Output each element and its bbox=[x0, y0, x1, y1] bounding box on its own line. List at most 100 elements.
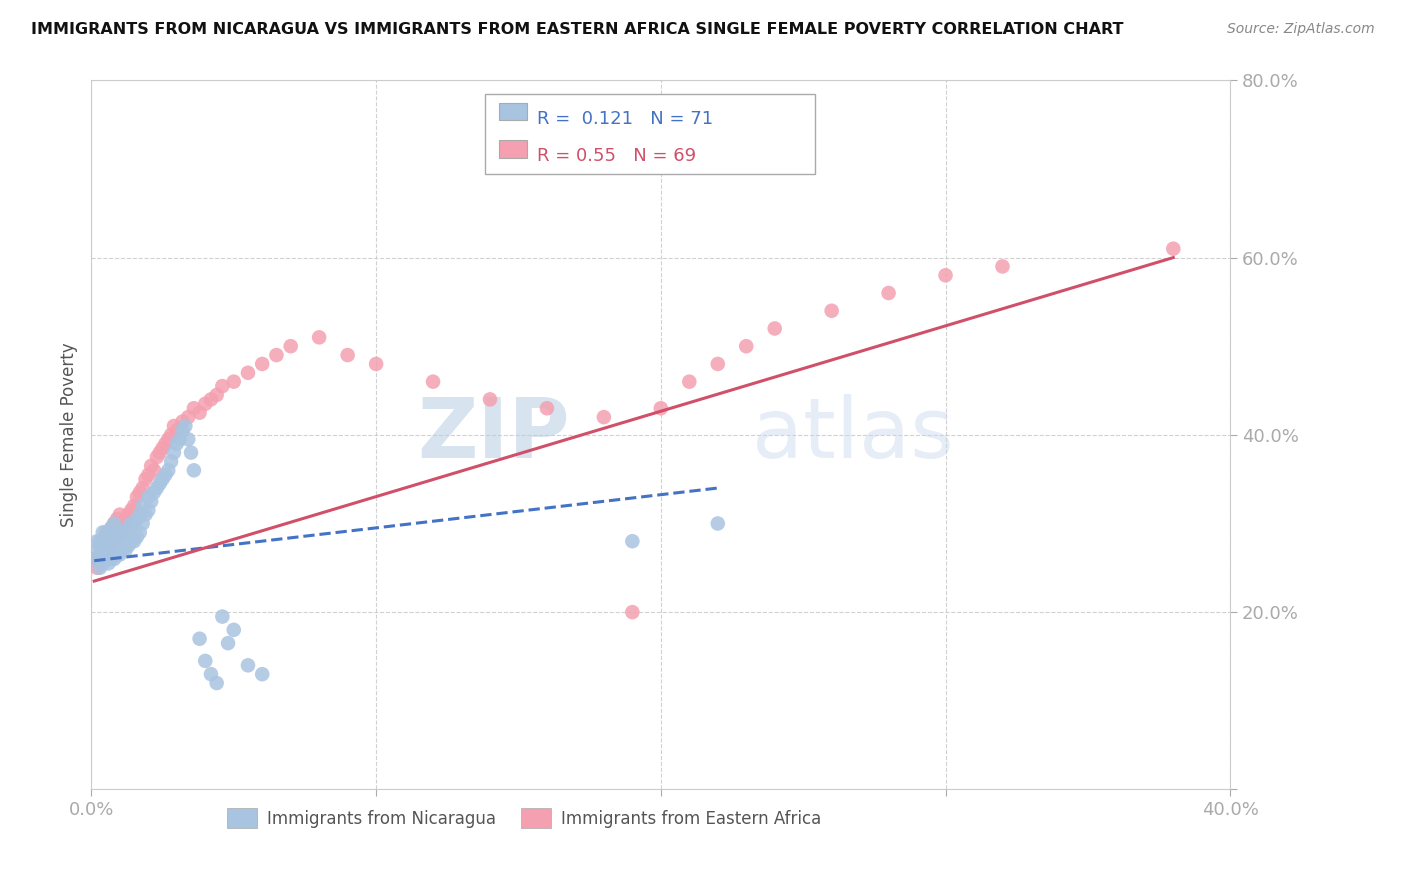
Point bbox=[83, 552, 105, 566]
Point bbox=[169, 432, 191, 446]
Point bbox=[934, 268, 956, 283]
Point bbox=[280, 339, 302, 353]
Point bbox=[91, 543, 114, 558]
Point bbox=[89, 552, 111, 566]
Point bbox=[103, 552, 125, 566]
Point bbox=[180, 445, 202, 459]
Point bbox=[146, 481, 169, 495]
Point bbox=[125, 490, 148, 504]
Point bbox=[89, 548, 111, 562]
Point bbox=[117, 508, 139, 522]
Point bbox=[217, 636, 239, 650]
Point bbox=[536, 401, 558, 416]
Point bbox=[94, 548, 117, 562]
Point bbox=[763, 321, 786, 335]
Point bbox=[143, 463, 166, 477]
Point bbox=[188, 406, 211, 420]
Point bbox=[97, 525, 120, 540]
Point bbox=[111, 525, 134, 540]
Point bbox=[364, 357, 387, 371]
Point bbox=[1161, 242, 1184, 256]
Point bbox=[152, 472, 174, 486]
Point bbox=[250, 667, 273, 681]
Point bbox=[83, 552, 105, 566]
Point bbox=[94, 539, 117, 553]
Point bbox=[122, 534, 145, 549]
Point bbox=[120, 516, 142, 531]
Text: IMMIGRANTS FROM NICARAGUA VS IMMIGRANTS FROM EASTERN AFRICA SINGLE FEMALE POVERT: IMMIGRANTS FROM NICARAGUA VS IMMIGRANTS … bbox=[31, 22, 1123, 37]
Point bbox=[200, 667, 222, 681]
Point bbox=[149, 476, 172, 491]
Point bbox=[100, 521, 122, 535]
Point bbox=[94, 530, 117, 544]
Point bbox=[183, 463, 205, 477]
Point bbox=[120, 503, 142, 517]
Point bbox=[143, 485, 166, 500]
Point bbox=[194, 654, 217, 668]
Point bbox=[105, 548, 128, 562]
Point bbox=[146, 450, 169, 464]
Point bbox=[108, 530, 131, 544]
Point bbox=[100, 521, 122, 535]
Point bbox=[117, 521, 139, 535]
Text: Source: ZipAtlas.com: Source: ZipAtlas.com bbox=[1227, 22, 1375, 37]
Point bbox=[141, 458, 163, 473]
Point bbox=[100, 552, 122, 566]
Point bbox=[211, 379, 233, 393]
Point bbox=[105, 530, 128, 544]
Point bbox=[163, 419, 186, 434]
Point bbox=[183, 401, 205, 416]
Point bbox=[103, 539, 125, 553]
Point bbox=[308, 330, 330, 344]
Point bbox=[336, 348, 359, 362]
Text: atlas: atlas bbox=[752, 394, 953, 475]
Point bbox=[94, 552, 117, 566]
Point bbox=[174, 419, 197, 434]
Point bbox=[114, 543, 136, 558]
Text: R =  0.121   N = 71: R = 0.121 N = 71 bbox=[537, 110, 713, 128]
Point bbox=[108, 548, 131, 562]
Point bbox=[120, 534, 142, 549]
Point bbox=[820, 303, 842, 318]
Point bbox=[593, 410, 616, 425]
Point bbox=[134, 508, 156, 522]
Point bbox=[211, 609, 233, 624]
Point bbox=[706, 357, 728, 371]
Point bbox=[105, 530, 128, 544]
Point bbox=[122, 516, 145, 531]
Point bbox=[478, 392, 502, 407]
Point bbox=[108, 525, 131, 540]
Point bbox=[125, 530, 148, 544]
Point bbox=[160, 454, 183, 468]
Point bbox=[94, 525, 117, 540]
Point bbox=[89, 561, 111, 575]
Point bbox=[97, 543, 120, 558]
Point bbox=[194, 397, 217, 411]
Point bbox=[89, 534, 111, 549]
Point bbox=[91, 525, 114, 540]
Point bbox=[166, 436, 188, 450]
Point bbox=[138, 503, 160, 517]
Point bbox=[111, 516, 134, 531]
Point bbox=[97, 557, 120, 571]
Point bbox=[89, 539, 111, 553]
Point bbox=[650, 401, 672, 416]
Point bbox=[108, 508, 131, 522]
Point bbox=[149, 445, 172, 459]
Point bbox=[160, 428, 183, 442]
Point bbox=[138, 490, 160, 504]
Point bbox=[97, 543, 120, 558]
Point bbox=[114, 525, 136, 540]
Point bbox=[157, 432, 180, 446]
Point bbox=[172, 424, 194, 438]
Point bbox=[97, 530, 120, 544]
Point bbox=[111, 543, 134, 558]
Point bbox=[103, 534, 125, 549]
Point bbox=[125, 512, 148, 526]
Point bbox=[103, 516, 125, 531]
Point bbox=[166, 424, 188, 438]
Legend: Immigrants from Nicaragua, Immigrants from Eastern Africa: Immigrants from Nicaragua, Immigrants fr… bbox=[221, 802, 828, 834]
Point bbox=[422, 375, 444, 389]
Point bbox=[236, 658, 259, 673]
Point bbox=[706, 516, 728, 531]
